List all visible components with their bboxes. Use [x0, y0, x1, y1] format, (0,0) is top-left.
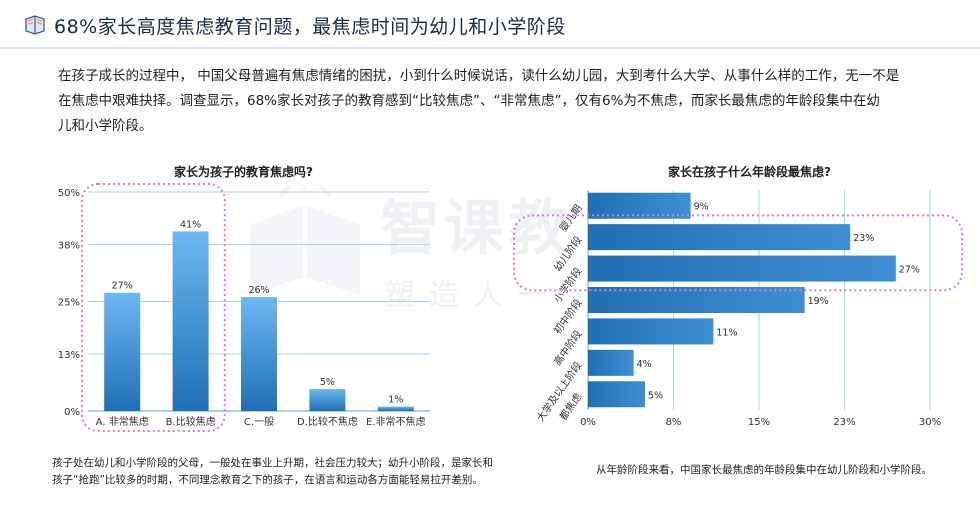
data-label: 5%: [320, 377, 335, 388]
x-tick-label: 15%: [748, 417, 770, 428]
data-label: 27%: [899, 265, 920, 276]
y-tick-label: 25%: [58, 298, 80, 309]
bar: [104, 292, 141, 411]
bar: [588, 318, 714, 345]
page-title: 68%家长高度焦虑教育问题，最焦虑时间为幼儿和小学阶段: [54, 16, 566, 38]
category-label: B.比较焦虑: [166, 415, 216, 428]
bar: [309, 389, 346, 411]
data-label: 23%: [853, 233, 874, 244]
x-tick-label: 23%: [833, 417, 855, 428]
y-tick-label: 0%: [64, 407, 80, 418]
category-label: D.比较不焦虑: [297, 415, 358, 428]
bar: [588, 192, 691, 219]
watermark: 智课教 塑造人一: [240, 180, 660, 320]
bar: [588, 381, 645, 408]
x-tick-label: 8%: [666, 417, 682, 428]
x-tick-label: 0%: [580, 417, 596, 428]
left-chart-note: 孩子处在幼儿和小学阶段的父母，一般处在事业上升期，社会压力较大；幼升小阶段，是家…: [52, 455, 493, 489]
highlight-box: [513, 214, 963, 292]
bar: [241, 297, 277, 411]
category-label: E.非常不焦虑: [366, 415, 426, 428]
watermark-subtext: 塑造人一: [385, 278, 561, 313]
right-chart-title: 家长在孩子什么年龄段最焦虑?: [668, 165, 831, 179]
category-label: 幼儿阶段: [551, 233, 585, 273]
category-label: C.一般: [244, 415, 274, 428]
left-chart-title: 家长为孩子的教育焦虑吗?: [174, 165, 313, 179]
intro-line: 在孩子成长的过程中， 中国父母普遍有焦虑情绪的困扰，小到什么时候说话，读什么幼儿…: [58, 68, 900, 84]
data-label: 27%: [112, 281, 133, 292]
highlight-box: [81, 183, 226, 432]
y-tick-label: 50%: [58, 188, 80, 199]
note-line: 孩子“抢跑”比较多的时期，不同理念教育之下的孩子，在语言和运动各方面能轻易拉开差…: [52, 474, 483, 486]
header-divider: [0, 47, 980, 49]
category-label: 婴儿期: [557, 203, 584, 234]
y-tick-label: 13%: [58, 350, 80, 361]
left-bar-chart: 0% 13% 25% 38% 50% 27% A. 非常焦虑 41% B.比较焦虑 26% C.一般…: [58, 183, 430, 432]
data-label: 9%: [694, 202, 709, 213]
data-label: 41%: [180, 219, 201, 230]
data-label: 26%: [248, 285, 269, 296]
note-line: 孩子处在幼儿和小学阶段的父母，一般处在事业上升期，社会压力较大；幼升小阶段，是家…: [52, 457, 493, 469]
category-label: A. 非常焦虑: [96, 415, 149, 428]
intro-paragraph: 在孩子成长的过程中， 中国父母普遍有焦虑情绪的困扰，小到什么时候说话，读什么幼儿…: [58, 64, 938, 139]
watermark-text: 智课教: [380, 194, 572, 264]
right-chart-note: 从年龄阶段来看，中国家长最焦虑的年龄段集中在幼儿阶段和小学阶段。: [596, 464, 932, 476]
data-label: 19%: [808, 296, 829, 307]
data-label: 11%: [716, 327, 737, 338]
data-label: 5%: [648, 390, 663, 401]
intro-line: 在焦虑中艰难抉择。调查显示，68%家长对孩子的教育感到“比较焦虑”、“非常焦虑”…: [58, 93, 880, 109]
x-tick-label: 30%: [919, 417, 941, 428]
bar: [377, 406, 414, 411]
y-tick-label: 38%: [58, 241, 80, 252]
bar: [172, 231, 209, 411]
intro-line: 儿和小学阶段。: [58, 118, 153, 134]
book-logo-icon: [25, 15, 45, 35]
header: 68%家长高度焦虑教育问题，最焦虑时间为幼儿和小学阶段: [0, 0, 980, 50]
data-label: 1%: [388, 395, 403, 406]
data-label: 4%: [637, 359, 652, 370]
bar: [588, 349, 634, 376]
bar: [588, 287, 805, 313]
bar: [588, 255, 896, 282]
bar: [588, 224, 851, 251]
watermark-book-icon: [250, 185, 360, 295]
